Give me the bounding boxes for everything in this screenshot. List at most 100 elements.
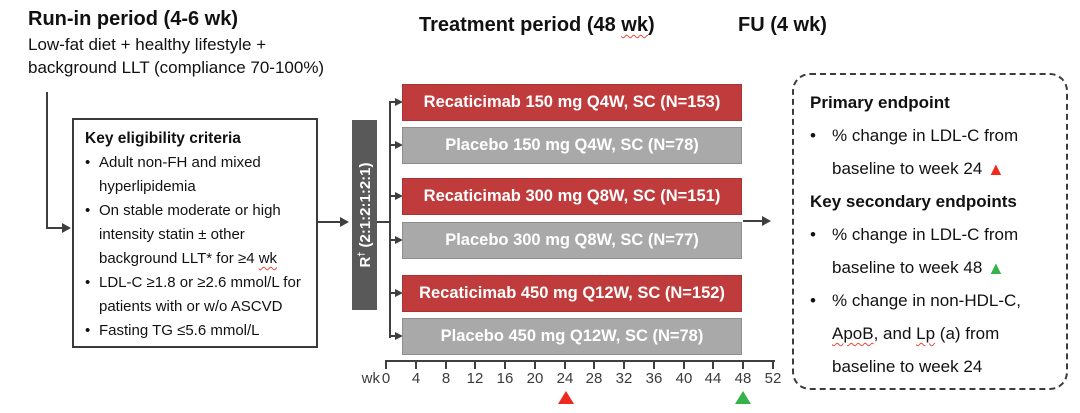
randomization-branch-vertical-line [389, 101, 391, 338]
axis-tick [623, 360, 625, 369]
axis-label-24: 24 [556, 370, 574, 387]
branch-arrowhead-arm-6-icon [395, 332, 403, 340]
secondary-endpoint-2-line1: % change in non-HDL-C, [832, 291, 1021, 310]
primary-endpoint-text: % change in LDL-C from baseline to week … [832, 119, 1052, 185]
bullet-marker: • [85, 274, 91, 291]
endpoint-week24-red-triangle-icon: ▲ [987, 159, 1005, 179]
eligibility-bullet-2-part1: On stable moderate or high intensity sta… [99, 202, 281, 267]
axis-tick [534, 360, 536, 369]
axis-label-28: 28 [585, 370, 603, 387]
branch-line-arm-5 [390, 292, 396, 294]
primary-endpoint-line2: baseline to week 24 [832, 159, 987, 178]
axis-label-16: 16 [496, 370, 514, 387]
eligibility-to-randomization-arrowhead-icon [340, 217, 349, 227]
treatment-period-text-part1: Treatment period (48 [419, 14, 622, 36]
arm-bar-recaticimab-300: Recaticimab 300 mg Q8W, SC (N=151) [402, 178, 742, 215]
arms-to-endpoints-line [743, 220, 763, 222]
axis-tick [772, 360, 774, 369]
secondary-endpoint-2-lp-misspelled: Lp [916, 324, 936, 343]
eligibility-bullet-2: • On stable moderate or high intensity s… [85, 199, 306, 271]
run-in-description-line2: background LLT (compliance 70-100%) [28, 58, 325, 77]
branch-arrowhead-arm-5-icon [395, 289, 403, 297]
eligibility-title: Key eligibility criteria [85, 130, 241, 147]
secondary-endpoint-bullet-2: • % change in non-HDL-C, ApoB, and Lp (a… [810, 284, 1052, 383]
secondary-endpoint-1-line2: baseline to week 48 [832, 258, 987, 277]
branch-line-arm-4 [390, 239, 396, 241]
week-axis-line [386, 360, 775, 362]
axis-label-20: 20 [526, 370, 544, 387]
branch-line-arm-2 [390, 144, 396, 146]
randomization-branch-stub-line [377, 221, 390, 223]
axis-tick [445, 360, 447, 369]
bullet-marker: • [810, 225, 816, 244]
axis-label-48: 48 [734, 370, 752, 387]
axis-label-4: 4 [411, 370, 421, 387]
week24-red-triangle-icon [558, 391, 574, 404]
bullet-marker: • [810, 126, 816, 145]
eligibility-bullet-1-text: Adult non-FH and mixed hyperlipidemia [99, 154, 261, 195]
secondary-endpoint-2-line3: baseline to week 24 [832, 357, 983, 376]
bullet-marker: • [85, 202, 91, 219]
axis-tick [742, 360, 744, 369]
run-in-description-line1: Low-fat diet + healthy lifestyle + [28, 35, 267, 54]
axis-tick [504, 360, 506, 369]
axis-tick [564, 360, 566, 369]
branch-arrowhead-arm-4-icon [395, 236, 403, 244]
arm-bar-recaticimab-150: Recaticimab 150 mg Q4W, SC (N=153) [402, 84, 742, 121]
primary-endpoint-title: Primary endpoint [810, 93, 950, 112]
axis-tick [474, 360, 476, 369]
randomization-dagger: † [355, 251, 366, 257]
axis-tick [385, 360, 387, 369]
arm-bar-placebo-450: Placebo 450 mg Q12W, SC (N=78) [402, 318, 742, 355]
axis-tick [593, 360, 595, 369]
eligibility-criteria-box: Key eligibility criteria • Adult non-FH … [72, 118, 318, 348]
primary-endpoint-line1: % change in LDL-C from [832, 126, 1019, 145]
eligibility-bullet-4-text: Fasting TG ≤5.6 mmol/L [99, 322, 260, 339]
secondary-endpoint-2-apob-misspelled: ApoB [832, 324, 874, 343]
eligibility-bullet-1: • Adult non-FH and mixed hyperlipidemia [85, 151, 306, 199]
arm-bar-placebo-150: Placebo 150 mg Q4W, SC (N=78) [402, 127, 742, 164]
follow-up-title: FU (4 wk) [738, 14, 827, 36]
randomization-label: R† (2:1:2:1:2:1) [356, 162, 374, 267]
axis-label-0: 0 [381, 370, 391, 387]
eligibility-bullet-2-wk-misspelled: wk [258, 250, 278, 267]
branch-line-arm-1 [390, 101, 396, 103]
eligibility-bullet-3-text: LDL-C ≥1.8 or ≥2.6 mmol/L for patients w… [99, 274, 301, 315]
secondary-endpoint-2-mid: , and [873, 324, 917, 343]
treatment-period-title: Treatment period (48 wk) [419, 14, 655, 37]
secondary-endpoint-2-rest: (a) from [935, 324, 1000, 343]
branch-arrowhead-arm-1-icon [395, 98, 403, 106]
axis-label-52: 52 [764, 370, 782, 387]
axis-label-8: 8 [441, 370, 451, 387]
primary-endpoint-bullet: • % change in LDL-C from baseline to wee… [810, 119, 1052, 185]
axis-label-12: 12 [466, 370, 484, 387]
branch-arrowhead-arm-3-icon [395, 192, 403, 200]
axis-tick [415, 360, 417, 369]
arm-bar-recaticimab-450: Recaticimab 450 mg Q12W, SC (N=152) [402, 275, 742, 312]
branch-arrowhead-arm-2-icon [395, 141, 403, 149]
eligibility-to-randomization-line [318, 221, 341, 223]
axis-tick [683, 360, 685, 369]
branch-line-arm-3 [390, 195, 396, 197]
randomization-bar: R† (2:1:2:1:2:1) [352, 120, 377, 310]
axis-label-40: 40 [675, 370, 693, 387]
secondary-endpoint-2-text: % change in non-HDL-C, ApoB, and Lp (a) … [832, 284, 1052, 383]
secondary-endpoint-bullet-1: • % change in LDL-C from baseline to wee… [810, 218, 1052, 284]
week-axis-unit-label: wk [361, 370, 380, 387]
eligibility-bullet-2-text: On stable moderate or high intensity sta… [99, 199, 306, 271]
bullet-marker: • [85, 154, 91, 171]
eligibility-bullet-4: • Fasting TG ≤5.6 mmol/L [85, 319, 306, 343]
secondary-endpoints-title: Key secondary endpoints [810, 192, 1017, 211]
axis-tick [712, 360, 714, 369]
run-in-title: Run-in period (4-6 wk) [28, 8, 238, 30]
arms-to-endpoints-arrowhead-icon [762, 216, 771, 226]
axis-label-36: 36 [645, 370, 663, 387]
run-in-connector-vertical-line [46, 92, 48, 229]
bullet-marker: • [85, 322, 91, 339]
randomization-r: R [356, 256, 374, 268]
randomization-ratio: (2:1:2:1:2:1) [356, 162, 374, 248]
run-in-connector-horizontal-line [46, 227, 63, 229]
treatment-period-wk-misspelled: wk [621, 14, 648, 36]
branch-line-arm-6 [390, 335, 396, 337]
